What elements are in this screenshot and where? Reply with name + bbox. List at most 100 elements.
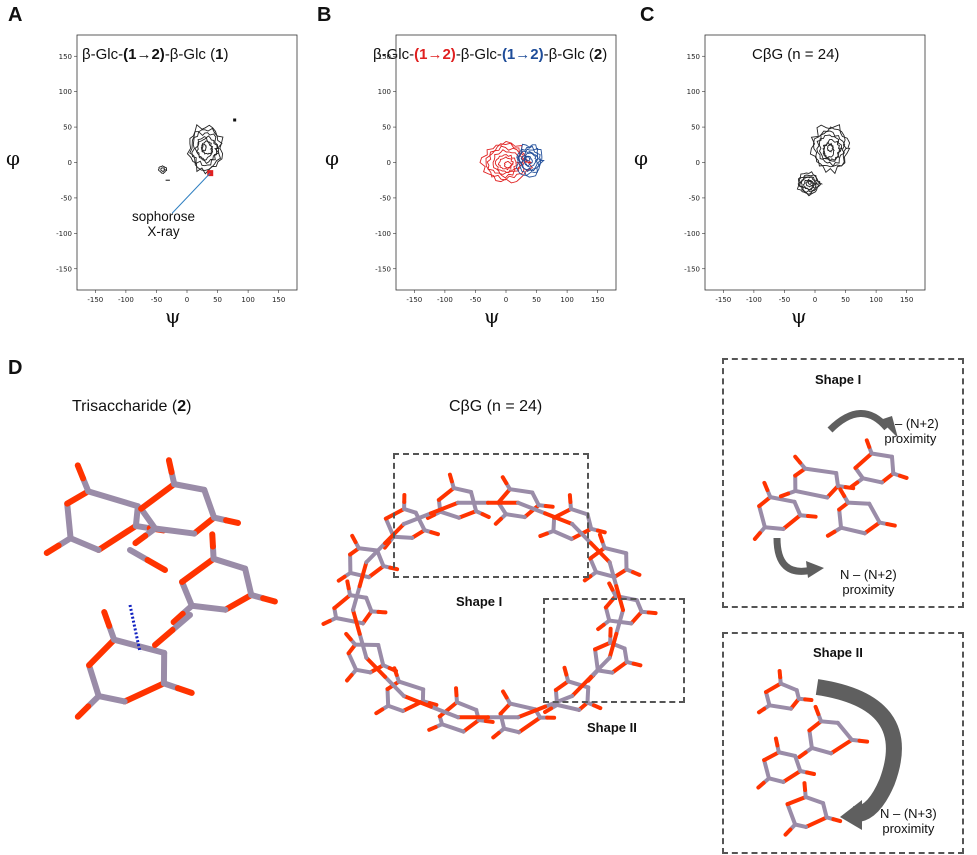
substituent-oxygen xyxy=(165,457,175,476)
contour-line-black xyxy=(194,135,218,165)
panel-b-title: β-Glc-(1→2)-β-Glc-(1→2)-β-Glc (2) xyxy=(373,46,607,63)
shape-two-note: N – (N+3) proximity xyxy=(880,806,937,836)
ring-bond xyxy=(835,720,854,742)
title-a-link: (1→2) xyxy=(123,46,165,63)
ring-bond xyxy=(386,703,405,713)
ring-bond xyxy=(793,466,808,478)
proximity-arrow xyxy=(827,410,890,433)
x-tick-label: -50 xyxy=(779,296,790,304)
contour-line-black xyxy=(201,140,214,155)
ring-bond xyxy=(568,507,590,517)
shape-one-detail-box xyxy=(722,358,964,608)
substituent-oxygen xyxy=(752,531,762,541)
y-tick-label: -100 xyxy=(684,230,700,238)
substituent-oxygen xyxy=(777,668,783,680)
y-tick-label: -50 xyxy=(61,194,72,202)
x-tick-label: 100 xyxy=(869,296,882,304)
ring-bond xyxy=(762,750,781,763)
ring-bond xyxy=(819,719,840,725)
ring-bond xyxy=(375,548,386,569)
ring-bond xyxy=(402,506,418,515)
ring-bond xyxy=(502,726,521,735)
substituent-oxygen xyxy=(480,512,491,520)
ring-bond xyxy=(757,504,767,530)
contour-line-blue xyxy=(520,151,539,172)
tri-title-end: ) xyxy=(186,398,192,415)
proximity-arrow xyxy=(773,537,813,575)
ring-bond xyxy=(191,514,218,537)
plot-c: -150 -100 -50 0 50 100 150 150 100 50 0 -50 -100 -150 xyxy=(684,34,926,304)
ring-bond xyxy=(354,667,373,675)
shape-one-note-top: N – (N+2) proximity xyxy=(882,416,939,446)
shape-one-label: Shape I xyxy=(456,594,503,609)
y-tick-label: 50 xyxy=(63,124,72,132)
x-tick-label: -100 xyxy=(437,296,453,304)
plot-frame xyxy=(76,34,298,291)
panel-c-title: CβG (n = 24) xyxy=(752,46,840,63)
proximity-arrow xyxy=(815,679,902,823)
link-oxygen xyxy=(144,557,168,573)
trisaccharide-model xyxy=(43,457,278,720)
substituent-oxygen xyxy=(857,738,870,744)
link-oxygen xyxy=(152,627,176,648)
ring-link-carbon xyxy=(428,704,460,720)
contour-line-black xyxy=(195,137,214,161)
x-tick-label: -100 xyxy=(746,296,762,304)
ring-bond xyxy=(508,701,538,712)
ring-link-carbon xyxy=(516,500,548,516)
substituent-oxygen xyxy=(483,718,495,724)
ring-link-oxygen xyxy=(364,655,388,679)
ring-bond xyxy=(839,525,867,536)
trisaccharide-title: Trisaccharide (2) xyxy=(72,398,191,416)
shape-one-model xyxy=(752,410,909,578)
ring-bond xyxy=(179,555,217,585)
shape-one-highlight-box xyxy=(393,453,589,578)
ring-bond xyxy=(793,753,803,774)
contour-line-black xyxy=(191,130,220,167)
tri-title-num: 2 xyxy=(177,398,187,415)
plot-frame xyxy=(704,34,926,291)
panel-letter-b: B xyxy=(317,4,332,26)
substituent-oxygen xyxy=(631,661,643,668)
ring-link-oxygen xyxy=(588,541,612,565)
ring-link-oxygen xyxy=(428,500,460,516)
y-tick-label: -50 xyxy=(380,194,391,202)
ring-bond xyxy=(889,454,896,476)
plot-a-ylabel: φ xyxy=(6,146,21,170)
x-tick-label: 0 xyxy=(185,296,189,304)
ring-link-carbon xyxy=(607,560,619,589)
substituent-oxygen xyxy=(170,610,186,626)
ring-bond xyxy=(498,701,513,716)
substituent-oxygen xyxy=(803,697,814,702)
title-a-end: ) xyxy=(223,46,229,63)
ring-bond xyxy=(803,795,826,806)
x-tick-label: -150 xyxy=(87,296,103,304)
y-tick-label: -150 xyxy=(375,265,391,273)
ring-bond xyxy=(413,510,427,533)
panel-letter-d: D xyxy=(8,357,23,379)
ring-bond xyxy=(781,769,803,784)
substituent-oxygen xyxy=(646,610,658,616)
panel-a-title: β-Glc-(1→2)-β-Glc (1) xyxy=(82,46,228,63)
ring-bond xyxy=(766,776,786,784)
substituent-oxygen xyxy=(778,491,791,499)
ring-bond xyxy=(792,499,803,518)
xray-annotation: sophorose X-ray xyxy=(132,209,195,239)
ring-bond xyxy=(869,451,894,459)
ring-bond xyxy=(179,578,195,609)
x-tick-label: 0 xyxy=(813,296,817,304)
ring-bond xyxy=(612,567,629,579)
substituent-oxygen xyxy=(43,542,62,556)
x-tick-label: 150 xyxy=(272,296,285,304)
ring-bond xyxy=(764,690,772,708)
title-a-mid: -β-Glc ( xyxy=(164,46,216,63)
ring-bond xyxy=(593,640,613,652)
contour-line-blue xyxy=(525,156,531,162)
substituent-oxygen xyxy=(797,750,808,760)
y-tick-label: 150 xyxy=(687,53,700,61)
y-tick-label: 50 xyxy=(691,124,700,132)
ring-bond xyxy=(553,679,571,692)
title-b-num: 2 xyxy=(593,46,603,63)
ring-bond xyxy=(785,802,798,827)
ring-link-carbon xyxy=(383,674,406,699)
